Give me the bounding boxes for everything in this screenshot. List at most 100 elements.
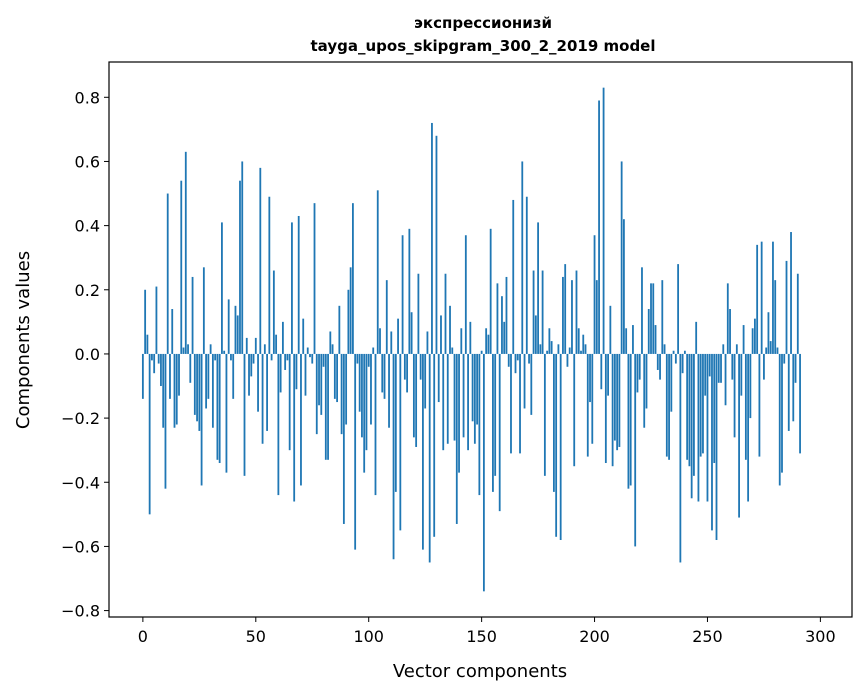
bar bbox=[564, 264, 567, 354]
bar bbox=[175, 353, 178, 425]
bar bbox=[498, 353, 501, 512]
bar bbox=[338, 305, 341, 354]
bar bbox=[306, 347, 309, 354]
bar bbox=[144, 289, 147, 354]
bar bbox=[281, 321, 284, 354]
bar bbox=[663, 344, 666, 354]
bar bbox=[747, 353, 750, 502]
bar bbox=[659, 353, 661, 380]
bar bbox=[160, 353, 162, 387]
bar bbox=[534, 315, 537, 354]
bar bbox=[482, 353, 485, 592]
bar bbox=[799, 353, 801, 454]
bar bbox=[462, 353, 465, 438]
bar bbox=[268, 196, 271, 354]
y-tick-label: 0.4 bbox=[75, 217, 100, 236]
chart-title: экспрессионизй bbox=[414, 14, 552, 32]
bar bbox=[632, 325, 634, 354]
bar bbox=[512, 199, 515, 354]
bar bbox=[501, 296, 503, 354]
bar bbox=[697, 353, 700, 502]
bar bbox=[711, 353, 713, 531]
bar bbox=[641, 267, 643, 354]
y-axis: −0.8 −0.6 −0.4 −0.2 0.0 0.2 0.4 0.6 0.8 bbox=[61, 88, 109, 621]
bar bbox=[329, 331, 332, 354]
bar bbox=[595, 280, 598, 354]
bar bbox=[792, 353, 795, 422]
bar bbox=[550, 341, 553, 354]
bar bbox=[266, 353, 268, 431]
x-tick-label: 0 bbox=[138, 627, 148, 646]
bar bbox=[530, 353, 533, 415]
bar bbox=[153, 353, 156, 374]
bar bbox=[731, 353, 734, 380]
bar bbox=[647, 309, 650, 354]
bar bbox=[157, 353, 160, 364]
bar bbox=[309, 353, 311, 358]
bar bbox=[767, 312, 770, 354]
bar bbox=[370, 353, 372, 425]
bar bbox=[781, 353, 783, 473]
bar bbox=[331, 344, 334, 354]
bar bbox=[623, 219, 625, 354]
bar bbox=[575, 270, 578, 354]
bar bbox=[279, 353, 282, 393]
bar bbox=[252, 353, 255, 364]
bar bbox=[772, 241, 774, 354]
x-tick-label: 150 bbox=[466, 627, 497, 646]
bar bbox=[478, 353, 481, 496]
bar bbox=[381, 353, 384, 393]
bar bbox=[442, 353, 445, 451]
x-tick-label: 200 bbox=[579, 627, 610, 646]
bar bbox=[591, 353, 594, 444]
bar bbox=[562, 276, 564, 354]
bar bbox=[589, 353, 591, 403]
bar bbox=[419, 353, 422, 380]
bar bbox=[774, 280, 777, 354]
bar bbox=[706, 353, 709, 502]
bar bbox=[151, 353, 153, 361]
bar bbox=[424, 353, 427, 409]
bar bbox=[385, 280, 388, 354]
bar bbox=[435, 135, 438, 354]
bar bbox=[543, 353, 546, 476]
bar bbox=[532, 270, 535, 354]
bar bbox=[693, 353, 695, 476]
bar bbox=[464, 235, 467, 354]
bar bbox=[374, 353, 377, 496]
bar bbox=[620, 161, 623, 354]
bar bbox=[333, 353, 336, 399]
x-tick-label: 50 bbox=[246, 627, 266, 646]
bar bbox=[453, 353, 456, 441]
bar bbox=[218, 353, 221, 464]
bar bbox=[586, 353, 589, 457]
bar bbox=[699, 353, 702, 457]
bar bbox=[790, 232, 792, 354]
bar bbox=[476, 353, 479, 425]
bar bbox=[722, 344, 725, 354]
bar bbox=[162, 353, 165, 428]
bar bbox=[257, 353, 259, 412]
bar bbox=[469, 321, 472, 354]
bar bbox=[221, 222, 223, 354]
bar bbox=[345, 353, 348, 425]
bar bbox=[415, 353, 418, 447]
bar bbox=[376, 190, 379, 354]
bar bbox=[236, 315, 239, 354]
bar bbox=[496, 283, 499, 354]
bar bbox=[652, 283, 655, 354]
bar bbox=[695, 321, 698, 354]
bar bbox=[324, 353, 327, 460]
bar bbox=[726, 283, 729, 354]
bar bbox=[200, 353, 203, 486]
bar bbox=[428, 353, 431, 563]
bar bbox=[552, 353, 555, 492]
bar bbox=[778, 353, 781, 486]
bar bbox=[322, 353, 325, 367]
y-tick-label: 0.6 bbox=[75, 152, 100, 171]
bar bbox=[690, 353, 693, 499]
bar bbox=[523, 353, 526, 409]
y-axis-label: Components values bbox=[13, 251, 34, 429]
bar bbox=[342, 353, 345, 524]
